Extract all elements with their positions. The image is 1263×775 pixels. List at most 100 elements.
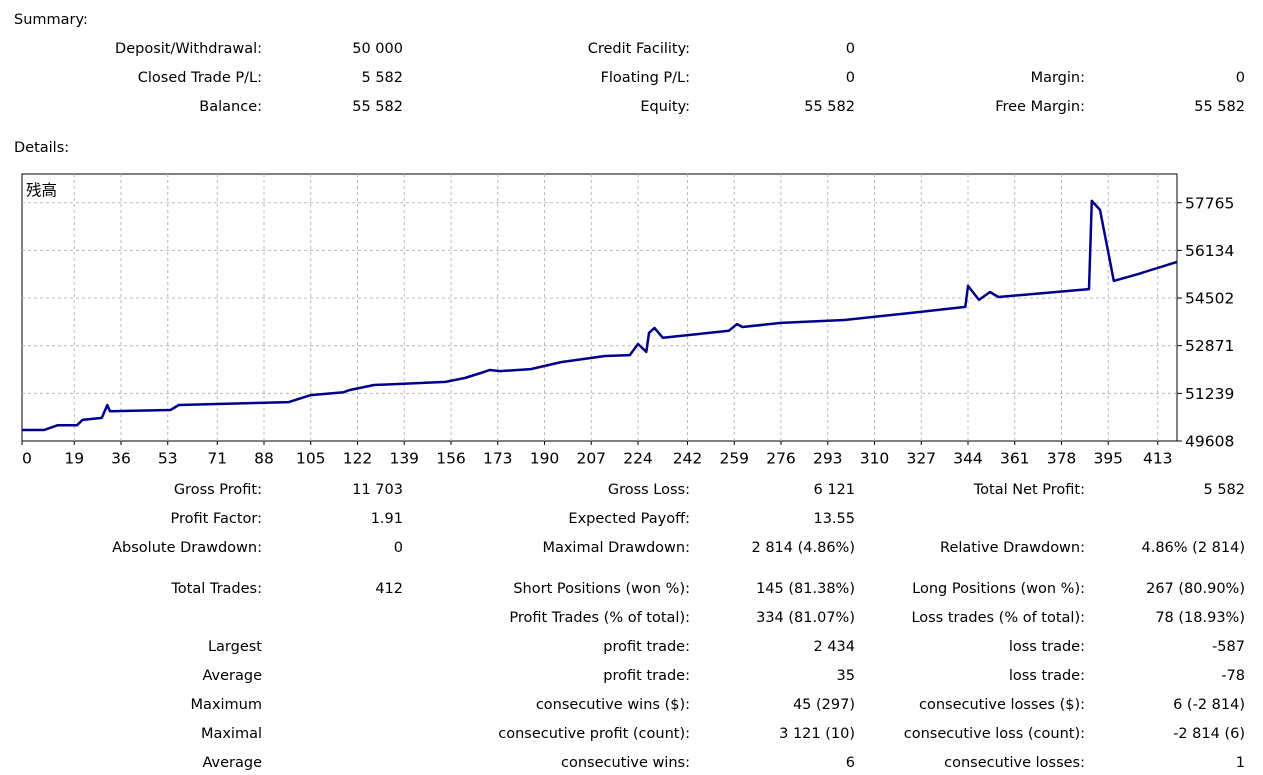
y-tick-label: 52871 xyxy=(1185,337,1234,355)
y-axis-label: 残高 xyxy=(26,182,57,200)
x-tick-label: 310 xyxy=(860,450,890,468)
row-label: Relative Drawdown: xyxy=(940,540,1085,556)
row-label: Total Net Profit: xyxy=(973,482,1085,498)
row-value: 0 xyxy=(393,540,403,556)
row-value: 2 434 xyxy=(813,639,855,655)
row-label: consecutive profit (count): xyxy=(498,726,690,742)
x-tick-label: 344 xyxy=(953,450,983,468)
row-value: -78 xyxy=(1221,668,1245,684)
row-value: 0 xyxy=(1235,70,1245,86)
x-tick-label: 122 xyxy=(343,450,373,468)
row-value: 13.55 xyxy=(813,511,855,527)
x-tick-label: 413 xyxy=(1143,450,1173,468)
row-label: loss trade: xyxy=(1008,639,1085,655)
row-value: 5 582 xyxy=(1203,482,1245,498)
row-value: 50 000 xyxy=(352,41,403,57)
row-label: Largest xyxy=(207,639,262,655)
row-value: 11 703 xyxy=(352,482,403,498)
row-value: -2 814 (6) xyxy=(1173,726,1245,742)
row-value: 1 xyxy=(1235,755,1245,771)
y-tick-label: 54502 xyxy=(1185,290,1234,308)
x-tick-label: 71 xyxy=(207,450,227,468)
row-label: Profit Factor: xyxy=(170,511,262,527)
x-tick-label: 207 xyxy=(576,450,606,468)
x-tick-label: 173 xyxy=(483,450,513,468)
row-label: consecutive wins ($): xyxy=(535,697,690,713)
x-tick-label: 361 xyxy=(1000,450,1030,468)
row-label: Floating P/L: xyxy=(600,70,690,86)
x-tick-label: 53 xyxy=(158,450,178,468)
row-label: Total Trades: xyxy=(171,581,262,597)
x-tick-label: 88 xyxy=(254,450,274,468)
x-tick-label: 395 xyxy=(1093,450,1123,468)
row-value: 267 (80.90%) xyxy=(1146,581,1245,597)
row-label: Gross Loss: xyxy=(607,482,690,498)
row-value: 412 xyxy=(375,581,403,597)
row-label: Expected Payoff: xyxy=(568,511,690,527)
row-value: 0 xyxy=(845,41,855,57)
row-label: loss trade: xyxy=(1008,668,1085,684)
row-value: 6 121 xyxy=(813,482,855,498)
row-label: consecutive losses: xyxy=(944,755,1085,771)
row-value: 6 xyxy=(845,755,855,771)
summary-title: Summary: xyxy=(14,12,88,28)
y-tick-label: 56134 xyxy=(1185,242,1234,260)
row-value: 1.91 xyxy=(370,511,403,527)
row-value: -587 xyxy=(1212,639,1245,655)
x-tick-label: 156 xyxy=(436,450,466,468)
details-title: Details: xyxy=(14,140,70,156)
row-label: Average xyxy=(202,755,262,771)
y-tick-label: 49608 xyxy=(1185,433,1234,451)
row-label: Short Positions (won %): xyxy=(513,581,690,597)
row-value: 334 (81.07%) xyxy=(756,610,855,626)
x-tick-label: 190 xyxy=(530,450,560,468)
x-tick-label: 19 xyxy=(64,450,84,468)
row-label: consecutive loss (count): xyxy=(903,726,1085,742)
x-tick-label: 224 xyxy=(623,450,653,468)
x-tick-label: 327 xyxy=(906,450,936,468)
row-value: 5 582 xyxy=(361,70,403,86)
x-tick-label: 242 xyxy=(673,450,703,468)
row-label: Margin: xyxy=(1030,70,1085,86)
row-label: Average xyxy=(202,668,262,684)
row-value: 55 582 xyxy=(1194,99,1245,115)
x-tick-label: 36 xyxy=(111,450,131,468)
balance-line xyxy=(22,199,1178,432)
x-tick-label: 139 xyxy=(389,450,419,468)
row-label: profit trade: xyxy=(603,639,690,655)
row-value: 78 (18.93%) xyxy=(1155,610,1245,626)
row-label: Gross Profit: xyxy=(173,482,262,498)
row-label: Credit Facility: xyxy=(587,41,690,57)
row-label: consecutive losses ($): xyxy=(918,697,1085,713)
x-tick-label: 276 xyxy=(766,450,796,468)
x-tick-label: 0 xyxy=(22,450,32,468)
row-label: Maximum xyxy=(190,697,262,713)
row-label: Loss trades (% of total): xyxy=(911,610,1085,626)
row-value: 55 582 xyxy=(352,99,403,115)
row-value: 45 (297) xyxy=(792,697,855,713)
row-label: Balance: xyxy=(199,99,262,115)
row-label: Closed Trade P/L: xyxy=(137,70,262,86)
row-label: Equity: xyxy=(640,99,690,115)
row-value: 3 121 (10) xyxy=(779,726,855,742)
x-tick-label: 105 xyxy=(296,450,326,468)
row-label: Free Margin: xyxy=(995,99,1085,115)
row-label: Deposit/Withdrawal: xyxy=(115,41,262,57)
row-label: Profit Trades (% of total): xyxy=(509,610,690,626)
row-value: 35 xyxy=(836,668,855,684)
row-value: 55 582 xyxy=(804,99,855,115)
row-label: Long Positions (won %): xyxy=(912,581,1085,597)
x-tick-label: 259 xyxy=(719,450,749,468)
row-label: Maximal Drawdown: xyxy=(542,540,690,556)
row-value: 0 xyxy=(845,70,855,86)
row-value: 145 (81.38%) xyxy=(756,581,855,597)
row-value: 6 (-2 814) xyxy=(1173,697,1245,713)
row-value: 4.86% (2 814) xyxy=(1141,540,1246,556)
x-tick-label: 378 xyxy=(1047,450,1077,468)
y-tick-label: 57765 xyxy=(1185,194,1234,212)
x-tick-label: 293 xyxy=(813,450,843,468)
row-value: 2 814 (4.86%) xyxy=(751,540,856,556)
plot-frame xyxy=(21,173,1178,442)
